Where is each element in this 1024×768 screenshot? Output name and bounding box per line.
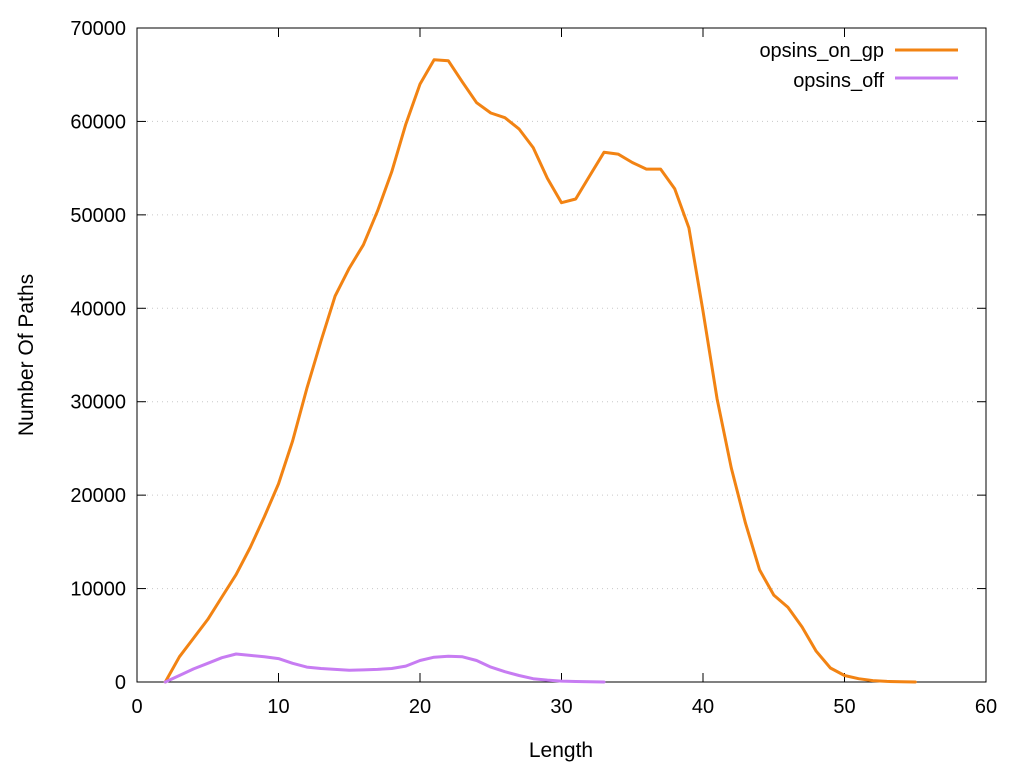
x-tick-label: 60	[975, 696, 997, 718]
plot-frame	[136, 27, 987, 683]
x-tick-labels: 0 10 20 30 40 50 60	[131, 696, 997, 718]
y-tick-label: 30000	[70, 392, 126, 414]
y-tick-label: 0	[115, 672, 126, 694]
legend-label-opsins-off: opsins_off	[793, 70, 884, 92]
x-axis-title: Length	[529, 739, 593, 762]
legend: opsins_on_gp opsins_off	[759, 40, 958, 92]
x-tick-label: 30	[550, 696, 572, 718]
series-lines	[163, 58, 917, 684]
x-tick-label: 50	[833, 696, 855, 718]
y-tick-label: 70000	[70, 18, 126, 40]
x-tick-label: 0	[131, 696, 142, 718]
legend-label-opsins-on-gp: opsins_on_gp	[759, 40, 884, 62]
x-tick-label: 20	[409, 696, 431, 718]
y-tick-label: 10000	[70, 579, 126, 601]
y-axis-title: Number Of Paths	[15, 274, 38, 436]
series-line-opsins-off	[163, 652, 606, 684]
y-tick-label: 20000	[70, 485, 126, 507]
y-tick-labels: 0 10000 20000 30000 40000 50000 60000 70000	[70, 18, 126, 694]
x-tick-label: 40	[692, 696, 714, 718]
axis-ticks	[136, 27, 987, 683]
y-tick-label: 40000	[70, 298, 126, 320]
x-tick-label: 10	[267, 696, 289, 718]
y-tick-label: 50000	[70, 205, 126, 227]
series-line-opsins-on-gp	[163, 58, 917, 684]
y-tick-label: 60000	[70, 111, 126, 133]
